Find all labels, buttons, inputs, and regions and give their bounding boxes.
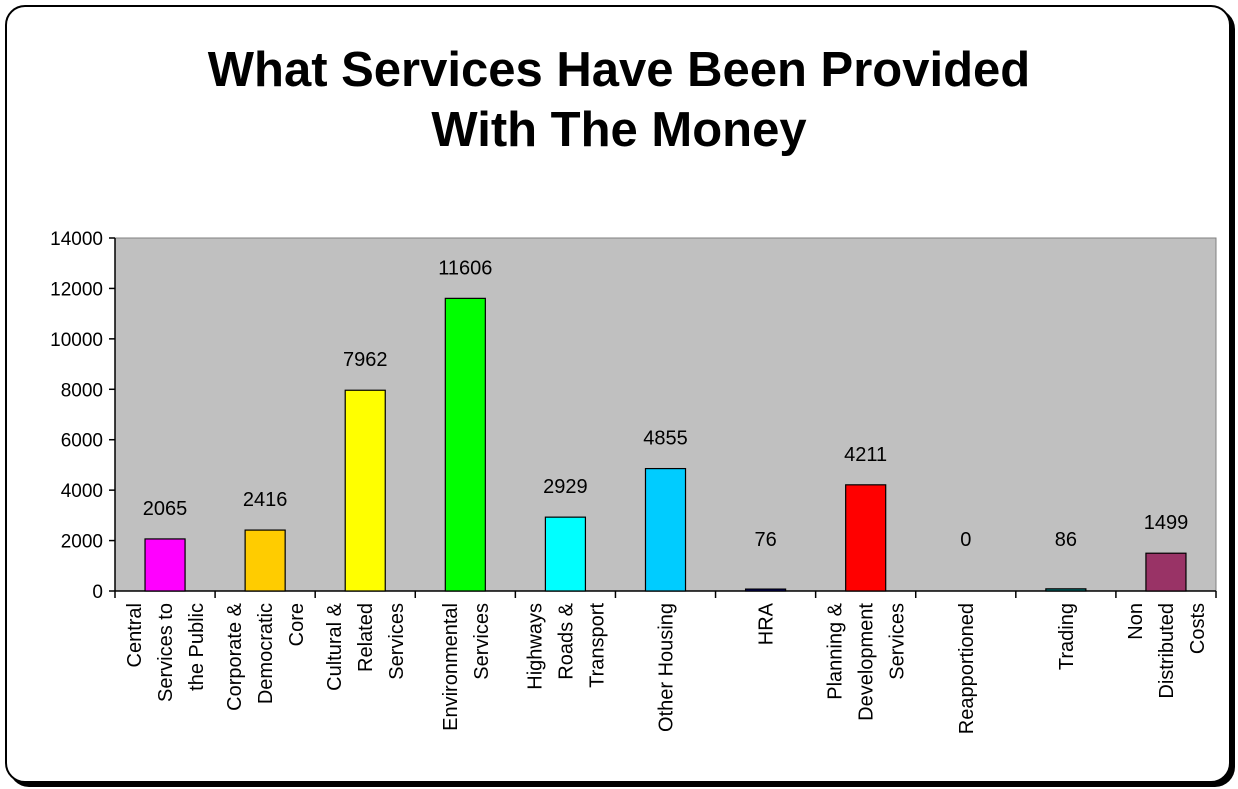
- data-label-0: 2065: [143, 498, 188, 520]
- data-label-8: 0: [960, 529, 971, 551]
- bar-4: [544, 516, 587, 592]
- y-tick-label: 4000: [61, 481, 103, 502]
- y-tick-label: 6000: [61, 431, 103, 452]
- data-label-6: 76: [754, 529, 776, 551]
- category-label-0-0: Central: [124, 603, 146, 667]
- data-label-3: 11606: [438, 257, 492, 279]
- category-label-10-0: Non: [1125, 603, 1147, 640]
- category-label-0-1: Services to: [155, 603, 177, 702]
- category-label-7-0: Planning &: [825, 602, 847, 699]
- chart-title-line-1: What Services Have Been Provided: [207, 43, 1031, 97]
- chart-title-line-2: With The Money: [431, 103, 807, 157]
- bar-3: [444, 297, 486, 592]
- category-label-10-1: Distributed: [1156, 603, 1178, 699]
- category-label-4-1: Roads &: [555, 602, 577, 679]
- bar-9: [1045, 588, 1087, 592]
- data-label-9: 86: [1055, 529, 1077, 551]
- bar-10: [1145, 552, 1187, 592]
- category-label-0-2: the Public: [186, 603, 208, 691]
- chart-title: What Services Have Been Provided With Th…: [0, 40, 1238, 160]
- bar-2: [344, 389, 386, 592]
- category-label-5-0: Other Housing: [656, 603, 678, 732]
- y-tick-label: 0: [92, 582, 103, 603]
- category-label-2-0: Cultural &: [324, 602, 346, 690]
- data-label-7: 4211: [844, 444, 887, 466]
- data-label-1: 2416: [243, 489, 288, 511]
- category-label-1-0: Corporate &: [224, 602, 246, 710]
- category-label-8-0: Reapportioned: [956, 603, 978, 734]
- data-label-10: 1499: [1144, 512, 1189, 534]
- category-label-4-2: Transport: [586, 603, 608, 688]
- category-label-3-1: Services: [471, 603, 493, 680]
- category-label-4-0: Highways: [524, 603, 546, 690]
- data-label-4: 2929: [543, 476, 588, 498]
- category-label-10-2: Costs: [1187, 603, 1209, 654]
- y-tick-label: 10000: [50, 330, 103, 351]
- bar-1: [244, 529, 286, 592]
- y-tick-label: 14000: [50, 229, 103, 250]
- bar-0: [144, 538, 186, 592]
- category-label-3-0: Environmental: [440, 603, 462, 731]
- bar-6: [744, 588, 787, 592]
- category-label-1-1: Democratic: [255, 603, 277, 704]
- data-label-5: 4855: [643, 428, 688, 450]
- category-label-1-2: Core: [286, 603, 308, 646]
- y-tick-label: 2000: [61, 532, 103, 553]
- category-label-6-0: HRA: [756, 602, 778, 645]
- category-label-2-2: Services: [386, 603, 408, 680]
- category-label-2-1: Related: [355, 603, 377, 672]
- bar-7: [845, 484, 887, 592]
- bar-5: [644, 467, 687, 592]
- data-label-2: 7962: [343, 349, 388, 371]
- category-label-9-0: Trading: [1056, 603, 1078, 670]
- category-label-7-1: Development: [856, 603, 878, 721]
- y-tick-label: 12000: [50, 279, 103, 300]
- category-label-7-2: Services: [887, 603, 909, 680]
- y-tick-label: 8000: [61, 380, 103, 401]
